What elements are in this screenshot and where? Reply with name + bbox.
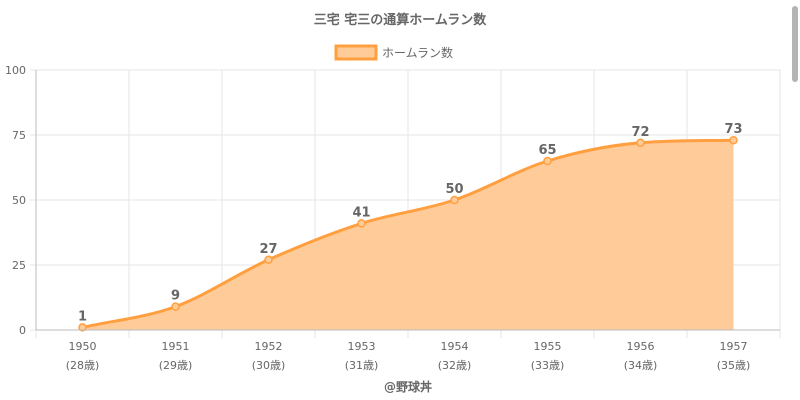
- data-label: 27: [259, 242, 277, 257]
- series-area-fill: [82, 140, 734, 330]
- x-tick-label: 1957: [720, 340, 748, 353]
- x-tick-label: 1951: [162, 340, 190, 353]
- scrollbar-thumb[interactable]: [792, 6, 798, 82]
- data-point: [78, 323, 87, 332]
- legend-swatch: [334, 44, 378, 61]
- data-point: [264, 255, 273, 265]
- x-tick-sublabel: (33歳): [531, 359, 565, 372]
- credit-label: @野球丼: [384, 379, 432, 394]
- data-point: [357, 219, 366, 228]
- legend[interactable]: ホームラン数: [334, 44, 453, 61]
- data-label: 73: [724, 122, 742, 137]
- x-tick-label: 1954: [441, 340, 469, 353]
- data-point: [450, 195, 459, 205]
- scrollbar[interactable]: [788, 0, 800, 400]
- x-tick-sublabel: (34歳): [624, 359, 658, 372]
- data-point: [543, 156, 552, 166]
- y-tick-label: 75: [12, 129, 26, 142]
- x-tick-sublabel: (31歳): [345, 359, 379, 372]
- x-tick-label: 1950: [69, 340, 97, 353]
- data-label: 9: [171, 289, 180, 304]
- data-label: 41: [352, 205, 370, 220]
- data-label: 72: [631, 125, 649, 140]
- legend-label: ホームラン数: [382, 45, 453, 60]
- x-tick-sublabel: (35歳): [717, 359, 751, 372]
- y-tick-label: 50: [12, 194, 26, 207]
- x-tick-sublabel: (29歳): [159, 359, 193, 372]
- x-tick-label: 1953: [348, 340, 376, 353]
- y-tick-label: 0: [19, 324, 26, 337]
- x-tick-sublabel: (32歳): [438, 359, 472, 372]
- y-tick-label: 100: [5, 64, 26, 77]
- y-tick-label: 25: [12, 259, 26, 272]
- x-tick-sublabel: (28歳): [66, 359, 100, 372]
- x-tick-label: 1956: [627, 340, 655, 353]
- series-line: [82, 138, 734, 329]
- x-tick-sublabel: (30歳): [252, 359, 286, 372]
- data-point: [171, 302, 180, 311]
- data-label: 1: [78, 309, 87, 324]
- data-point: [636, 138, 645, 148]
- data-label: 65: [538, 143, 556, 158]
- x-tick-label: 1955: [534, 340, 562, 353]
- data-point: [729, 135, 738, 145]
- chart-title: 三宅 宅三の通算ホームラン数: [314, 12, 487, 28]
- x-tick-label: 1952: [255, 340, 283, 353]
- data-label: 50: [445, 182, 463, 197]
